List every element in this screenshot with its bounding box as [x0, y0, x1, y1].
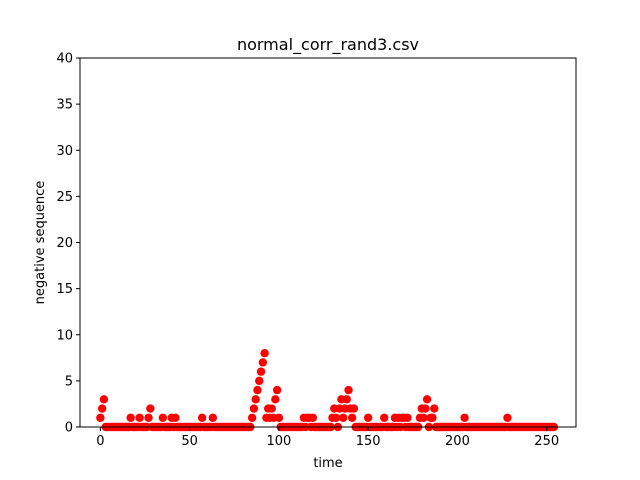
y-tick-label: 15: [56, 282, 73, 297]
data-point: [197, 413, 207, 422]
data-point: [144, 413, 153, 422]
data-point: [503, 413, 512, 422]
x-tick-label: 200: [445, 434, 470, 449]
data-point: [96, 413, 105, 422]
data-point: [271, 395, 280, 404]
plot-frame: [79, 57, 577, 428]
y-tick-label: 30: [56, 144, 73, 159]
data-point: [272, 385, 282, 395]
data-point: [171, 413, 180, 422]
y-tick-label: 0: [65, 421, 73, 436]
data-point: [419, 413, 428, 422]
data-point: [249, 404, 259, 413]
data-point: [251, 395, 260, 404]
chart-title: normal_corr_rand3.csv: [237, 35, 419, 55]
data-point: [422, 395, 432, 404]
data-point: [258, 358, 268, 367]
data-point: [260, 349, 269, 358]
data-point: [380, 413, 389, 422]
data-point: [274, 413, 284, 422]
data-point: [430, 404, 439, 413]
data-point: [342, 395, 351, 404]
data-point: [403, 413, 412, 422]
x-tick-label: 100: [266, 434, 291, 449]
x-tick-label: 50: [181, 434, 198, 449]
data-point: [428, 413, 437, 422]
data-point: [135, 413, 144, 422]
data-point: [344, 385, 353, 395]
y-tick-label: 40: [56, 52, 73, 67]
y-tick-label: 5: [65, 374, 73, 389]
x-tick-label: 150: [356, 434, 381, 449]
x-tick-label: 0: [96, 434, 104, 449]
y-axis-label: negative sequence: [33, 181, 48, 305]
y-tick-label: 20: [56, 236, 73, 251]
data-point: [126, 413, 135, 422]
data-point: [97, 404, 107, 413]
data-point: [247, 413, 257, 422]
x-tick-label: 250: [534, 434, 559, 449]
data-point: [267, 404, 276, 413]
data-point: [158, 413, 168, 422]
data-point: [253, 385, 262, 395]
y-axis-ticks: 0 5 10 15 20 25 30 35 40: [56, 52, 80, 436]
data-point: [349, 404, 359, 413]
data-point: [99, 395, 109, 404]
x-axis-label: time: [313, 456, 342, 471]
y-tick-label: 25: [56, 190, 73, 205]
data-point: [255, 376, 264, 386]
data-point: [363, 413, 373, 422]
y-tick-label: 10: [56, 328, 73, 343]
data-point: [208, 413, 218, 422]
y-tick-label: 35: [56, 98, 73, 113]
data-point: [421, 404, 430, 413]
data-point: [338, 413, 348, 422]
data-point: [331, 413, 341, 422]
data-point: [308, 413, 318, 422]
data-point: [460, 413, 469, 422]
data-point: [256, 367, 266, 376]
data-point: [347, 413, 357, 422]
data-point: [146, 404, 155, 413]
x-axis-ticks: 0 50 100 150 200 250: [96, 427, 559, 449]
